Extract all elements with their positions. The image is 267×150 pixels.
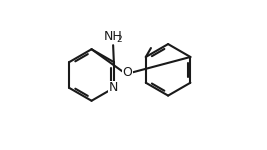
Text: N: N (109, 81, 119, 94)
Text: O: O (123, 66, 132, 79)
Text: 2: 2 (116, 35, 122, 44)
Text: NH: NH (104, 30, 123, 43)
